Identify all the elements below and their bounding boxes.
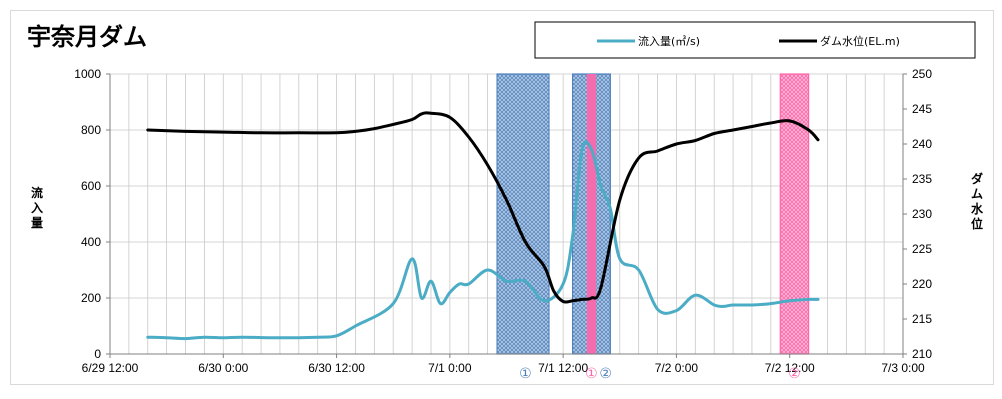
y-right-tick-label: 230 <box>912 207 932 221</box>
x-tick-label: 6/30 12:00 <box>308 361 365 375</box>
x-tick-label: 6/30 0:00 <box>198 361 248 375</box>
y-right-axis-title: ダム水位 <box>971 171 984 231</box>
chart-title: 宇奈月ダム <box>27 23 147 51</box>
tick-labels: 6/29 12:00 6/30 0:00 6/30 12:00 7/1 0:00 7/1… <box>74 67 932 375</box>
grid <box>110 73 903 354</box>
x-tick-label: 6/29 12:00 <box>82 361 139 375</box>
shaded-periods <box>496 73 810 355</box>
y-left-axis-title-char: 入 <box>31 201 43 215</box>
legend-label-level: ダム水位(EL.m) <box>820 34 900 48</box>
y-left-tick-label: 800 <box>81 123 101 137</box>
chart-frame: 宇奈月ダム 流入量(㎥/s) ダム水位(EL.m) 6/29 12:00 6/30… <box>10 10 994 385</box>
y-right-tick-label: 225 <box>912 242 932 256</box>
y-left-tick-label: 0 <box>94 347 101 361</box>
legend-label-inflow: 流入量(㎥/s) <box>638 34 700 48</box>
series-line-level <box>146 111 820 304</box>
x-tick-label: 7/2 0:00 <box>655 361 699 375</box>
y-left-axis-title-char: 流 <box>31 185 43 200</box>
period-marker-2: ① <box>585 366 598 382</box>
x-tick-label: 7/3 0:00 <box>881 361 925 375</box>
period-marker-3: ② <box>599 366 612 382</box>
chart-svg: 宇奈月ダム 流入量(㎥/s) ダム水位(EL.m) 6/29 12:00 6/30… <box>27 21 984 382</box>
axis-titles: 流入量 ダム水位 <box>31 171 984 231</box>
y-left-axis-title: 流入量 <box>31 185 43 230</box>
y-left-tick-label: 600 <box>81 179 101 193</box>
y-right-axis-title-char: 位 <box>971 216 983 231</box>
y-right-tick-label: 220 <box>912 277 932 291</box>
x-tick-label: 7/1 0:00 <box>428 361 472 375</box>
y-left-axis-title-char: 量 <box>31 216 43 230</box>
y-left-tick-label: 400 <box>81 235 101 249</box>
y-right-tick-label: 240 <box>912 137 932 151</box>
x-tick-label: 7/2 12:00 <box>765 361 815 375</box>
y-right-axis-title-char: 水 <box>971 201 984 216</box>
x-tick-label: 7/1 12:00 <box>538 361 588 375</box>
y-right-axis-title-char: ダ <box>971 171 983 186</box>
shaded-period-1 <box>496 73 550 355</box>
y-left-tick-label: 1000 <box>74 67 101 81</box>
series-line-inflow <box>146 140 820 341</box>
y-right-tick-label: 250 <box>912 67 932 81</box>
y-right-tick-label: 215 <box>912 312 932 326</box>
y-right-tick-label: 210 <box>912 347 932 361</box>
period-marker-1: ① <box>519 366 532 382</box>
shaded-period-3 <box>586 74 597 354</box>
series-lines <box>146 111 820 341</box>
y-left-tick-label: 200 <box>81 291 101 305</box>
y-right-tick-label: 235 <box>912 172 932 186</box>
y-right-tick-label: 245 <box>912 102 932 116</box>
legend: 流入量(㎥/s) ダム水位(EL.m) <box>534 21 976 59</box>
y-right-axis-title-char: ム <box>971 187 983 201</box>
shaded-period-4 <box>779 73 810 355</box>
period-marker-4: ② <box>788 366 801 382</box>
